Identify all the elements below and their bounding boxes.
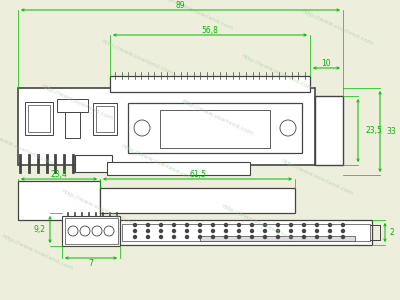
Text: http://www.soarland.com: http://www.soarland.com <box>0 233 74 271</box>
Circle shape <box>186 230 188 232</box>
Circle shape <box>134 224 136 226</box>
Circle shape <box>328 224 332 226</box>
Circle shape <box>134 236 136 238</box>
Circle shape <box>198 224 202 226</box>
Circle shape <box>250 224 254 226</box>
Circle shape <box>264 236 266 238</box>
Text: 23,5: 23,5 <box>366 126 383 135</box>
Bar <box>65 112 80 138</box>
Circle shape <box>238 224 240 226</box>
Text: 9,2: 9,2 <box>34 225 46 234</box>
Bar <box>28 105 50 132</box>
Circle shape <box>146 224 150 226</box>
Text: http://www.soarland.com: http://www.soarland.com <box>280 158 354 196</box>
Circle shape <box>342 230 344 232</box>
Text: 56,8: 56,8 <box>202 26 218 34</box>
Circle shape <box>238 230 240 232</box>
Bar <box>100 188 295 213</box>
Bar <box>93 103 117 135</box>
Circle shape <box>224 236 228 238</box>
Circle shape <box>250 230 254 232</box>
Text: http://www.soarland.com: http://www.soarland.com <box>160 0 234 31</box>
Bar <box>160 110 270 148</box>
Text: 89: 89 <box>176 1 185 10</box>
Circle shape <box>186 236 188 238</box>
Circle shape <box>172 224 176 226</box>
Circle shape <box>238 236 240 238</box>
Circle shape <box>302 224 306 226</box>
Circle shape <box>198 236 202 238</box>
Circle shape <box>276 230 280 232</box>
Circle shape <box>224 230 228 232</box>
Bar <box>107 162 250 175</box>
Circle shape <box>316 224 318 226</box>
Bar <box>200 236 355 241</box>
Bar <box>75 155 112 172</box>
Circle shape <box>172 230 176 232</box>
Circle shape <box>212 236 214 238</box>
Text: http://www.soarland.com: http://www.soarland.com <box>240 53 314 91</box>
Bar <box>128 103 302 153</box>
Bar <box>57 99 88 112</box>
Text: 7: 7 <box>88 259 94 268</box>
Text: http://www.soarland.com: http://www.soarland.com <box>40 83 114 121</box>
Circle shape <box>302 236 306 238</box>
Circle shape <box>160 236 162 238</box>
Text: 23,4: 23,4 <box>50 170 68 179</box>
Circle shape <box>302 230 306 232</box>
Bar <box>96 106 114 132</box>
Circle shape <box>134 230 136 232</box>
Circle shape <box>250 236 254 238</box>
Text: http://www.soarland.com: http://www.soarland.com <box>120 143 194 181</box>
Circle shape <box>212 230 214 232</box>
Circle shape <box>212 224 214 226</box>
Circle shape <box>342 236 344 238</box>
Text: http://www.soarland.com: http://www.soarland.com <box>100 38 174 76</box>
Bar <box>18 181 100 220</box>
Circle shape <box>276 224 280 226</box>
Text: http://www.soarland.com: http://www.soarland.com <box>0 128 54 166</box>
Bar <box>25 102 53 135</box>
Text: http://www.soarland.com: http://www.soarland.com <box>220 203 294 241</box>
Circle shape <box>328 230 332 232</box>
Bar <box>62 216 120 246</box>
Text: 33: 33 <box>386 127 396 136</box>
Circle shape <box>290 224 292 226</box>
Circle shape <box>264 230 266 232</box>
Bar <box>122 224 370 241</box>
Circle shape <box>172 236 176 238</box>
Text: 2: 2 <box>389 228 394 237</box>
Bar <box>315 96 343 165</box>
Circle shape <box>316 236 318 238</box>
Circle shape <box>264 224 266 226</box>
Circle shape <box>328 236 332 238</box>
Circle shape <box>276 236 280 238</box>
Text: http://www.soarland.com: http://www.soarland.com <box>180 98 254 136</box>
Circle shape <box>186 224 188 226</box>
Bar <box>110 76 310 92</box>
Circle shape <box>160 224 162 226</box>
Circle shape <box>316 230 318 232</box>
Text: 61,5: 61,5 <box>189 170 206 179</box>
Text: http://www.soarland.com: http://www.soarland.com <box>60 188 134 226</box>
Circle shape <box>290 236 292 238</box>
Circle shape <box>224 224 228 226</box>
Bar <box>18 88 315 165</box>
Text: http://www.soarland.com: http://www.soarland.com <box>300 8 374 46</box>
Bar <box>120 220 372 245</box>
Circle shape <box>290 230 292 232</box>
Text: 10: 10 <box>322 58 331 68</box>
Bar <box>65 218 118 244</box>
Circle shape <box>198 230 202 232</box>
Circle shape <box>160 230 162 232</box>
Circle shape <box>146 236 150 238</box>
Circle shape <box>146 230 150 232</box>
Circle shape <box>342 224 344 226</box>
